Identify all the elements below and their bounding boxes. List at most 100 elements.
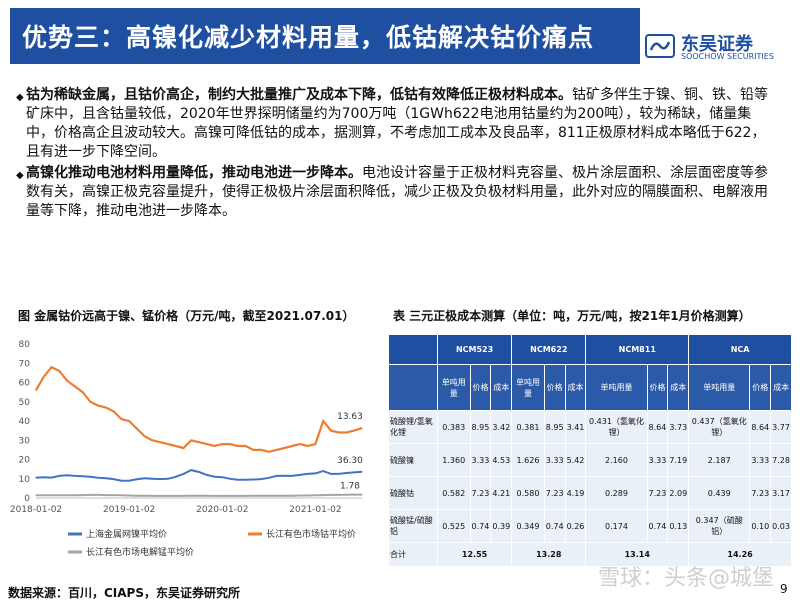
table-cell: 7.23 — [543, 476, 566, 510]
data-point — [66, 474, 68, 476]
table-header-row: NCM523 NCM622 NCM811 NCA — [388, 334, 792, 365]
source-note: 数据来源：百川，CIAPS，东吴证券研究所 — [8, 586, 240, 600]
data-point — [330, 430, 332, 432]
data-point — [361, 471, 363, 473]
data-point — [353, 471, 355, 473]
data-point — [151, 439, 153, 441]
data-point — [113, 494, 115, 496]
data-point — [182, 473, 185, 475]
table-cell: 0.289 — [585, 476, 648, 510]
data-point — [338, 431, 340, 434]
data-point — [136, 478, 138, 480]
subheader-cell: 价格 — [646, 364, 669, 411]
data-point — [276, 475, 278, 477]
group-header-cell: NCM523 — [436, 334, 513, 365]
data-point — [314, 443, 316, 445]
data-point — [291, 445, 293, 447]
data-point — [213, 445, 216, 447]
table-caption: 表 三元正极成本测算（单位：吨，万元/吨，按21年1月价格测算） — [393, 309, 751, 323]
table-cell: 2.09 — [667, 476, 690, 510]
subheader-cell: 单吨用量 — [436, 364, 471, 411]
data-point — [299, 494, 301, 497]
data-point — [74, 385, 76, 387]
table-cell: 7.23 — [749, 476, 772, 510]
data-point — [58, 370, 60, 372]
x-tick-label: 2019-01-02 — [103, 505, 155, 515]
data-point — [97, 405, 99, 407]
table-cell: 3.42 — [490, 410, 513, 444]
data-point — [120, 480, 122, 482]
data-point — [213, 476, 216, 478]
data-point — [105, 494, 107, 496]
cost-table: NCM523 NCM622 NCM811 NCA 单吨用量 价格 成本 单吨用量 价格 成本 单吨用… — [388, 334, 792, 567]
subheader-corner-cell — [388, 364, 438, 411]
data-point — [43, 376, 45, 378]
data-point — [345, 431, 348, 434]
table-cell: 3.33 — [749, 443, 772, 477]
data-point — [159, 441, 161, 443]
bullet-item: ◆ 钴为稀缺金属，且钴价高企，制约大批量推广及成本下降，低钴有效降低正极材料成本… — [16, 86, 774, 162]
table-cell: 0.174 — [585, 509, 648, 543]
table-cell: 3.33 — [646, 443, 669, 477]
data-point — [159, 495, 161, 497]
group-header-cell: NCA — [688, 334, 792, 365]
data-point — [283, 495, 285, 497]
row-label-cell: 硫酸锂/氢氧化锂 — [388, 410, 438, 444]
table-cell: 1.360 — [436, 443, 471, 477]
table-cell: 0.26 — [564, 509, 587, 543]
data-point — [82, 494, 84, 496]
data-point — [338, 494, 340, 496]
data-point — [229, 478, 231, 480]
data-point — [353, 430, 355, 432]
title-bar: 优势三：高镍化减少材料用量，低钴解决钴价痛点 东吴证券 SOOCHOW SECU… — [0, 0, 800, 74]
data-point — [252, 478, 254, 481]
table-cell: 0.525 — [436, 509, 471, 543]
table-cell: 0.74 — [646, 509, 669, 543]
group-header-cell: NCM622 — [511, 334, 587, 365]
y-tick-label: 60 — [19, 379, 31, 389]
page-title: 优势三：高镍化减少材料用量，低钴解决钴价痛点 — [22, 23, 595, 52]
data-point — [276, 495, 278, 497]
x-tick-label: 2018-01-02 — [10, 505, 62, 515]
end-value-label: 1.78 — [340, 482, 360, 492]
data-point — [35, 477, 37, 479]
table-cell: 0.39 — [490, 509, 513, 543]
data-point — [283, 447, 285, 449]
row-label-cell: 硫酸钴 — [388, 476, 438, 510]
data-point — [237, 445, 239, 447]
subheader-cell: 单吨用量 — [511, 364, 545, 411]
data-point — [89, 401, 91, 403]
data-point — [314, 472, 316, 474]
data-point — [74, 494, 76, 496]
data-point — [198, 495, 200, 497]
data-point — [322, 494, 324, 496]
table-cell: 0.10 — [749, 509, 772, 543]
data-point — [198, 471, 200, 473]
table-row: 硫酸钴 0.582 7.23 4.21 0.580 7.23 4.19 0.289 7.23 2.… — [388, 476, 792, 510]
title-banner — [10, 8, 640, 64]
data-point — [361, 494, 363, 496]
data-point — [175, 445, 177, 447]
data-point — [314, 494, 316, 496]
header-corner-cell — [388, 334, 438, 365]
data-point — [128, 420, 130, 422]
data-point — [322, 470, 324, 472]
data-point — [299, 443, 301, 445]
row-label-cell: 硫酸锰/硫酸铝 — [388, 509, 438, 543]
data-point — [144, 495, 146, 497]
table-cell: 0.03 — [770, 509, 792, 543]
bullet-text: 钴矿多伴生于镍、铜、铁、铅等矿床中，且含钴量较低，2020年世界探明储量约为70… — [26, 87, 768, 160]
table-cell: 2.160 — [585, 443, 648, 477]
total-cell: 12.55 — [436, 542, 513, 567]
data-point — [353, 494, 355, 496]
data-point — [43, 494, 45, 496]
data-point — [283, 475, 285, 477]
data-point — [128, 494, 130, 497]
data-point — [237, 495, 239, 497]
data-point — [113, 478, 115, 480]
data-point — [237, 479, 239, 481]
data-point — [128, 480, 130, 482]
table-row: 硫酸锂/氢氧化锂 0.383 8.95 3.42 0.381 8.95 3.41 0.431（… — [388, 410, 792, 444]
data-point — [89, 494, 91, 496]
data-point — [198, 441, 200, 443]
